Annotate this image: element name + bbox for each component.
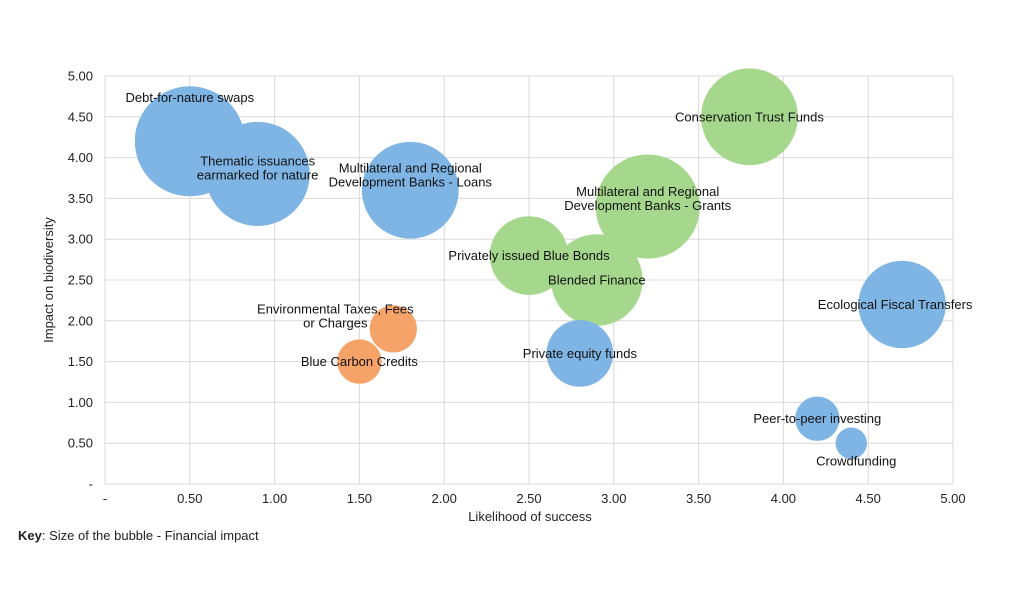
bubble-label: Environmental Taxes, Fees: [257, 301, 414, 316]
key-label: Key: [18, 528, 42, 543]
y-tick-label: 4.00: [68, 150, 93, 165]
x-tick-label: 0.50: [177, 491, 202, 506]
bubble-labels: Debt-for-nature swaps Thematic issuancese…: [125, 90, 972, 469]
y-tick-label: 0.50: [68, 436, 93, 451]
bubble-label: Thematic issuances: [200, 153, 315, 168]
y-tick-label: 1.50: [68, 354, 93, 369]
bubble-label: Development Banks - Loans: [329, 175, 493, 190]
bubble-environmental-taxes-fees-or-charges: [369, 305, 417, 353]
bubble-label: Blue Carbon Credits: [301, 354, 419, 369]
bubble-label: Crowdfunding: [816, 454, 896, 469]
y-tick-label: 2.00: [68, 313, 93, 328]
bubble-label: Development Banks - Grants: [564, 198, 731, 213]
y-tick-label: 3.00: [68, 232, 93, 247]
bubble-conservation-trust-funds: [701, 68, 798, 166]
bubble-label: earmarked for nature: [197, 167, 318, 182]
bubble-ecological-fiscal-transfers: [858, 260, 946, 349]
y-axis-title: Impact on biodiversity: [41, 217, 56, 343]
y-tick-label: 1.00: [68, 395, 93, 410]
x-tick-label: 2.50: [516, 491, 541, 506]
bubble-crowdfunding: [835, 427, 867, 459]
y-tick-label: -: [89, 477, 93, 492]
y-tick-label: 5.00: [68, 69, 93, 84]
bubble-peer-to-peer-investing: [795, 396, 840, 441]
x-axis-title: Likelihood of success: [468, 509, 592, 524]
bubble-label: Debt-for-nature swaps: [125, 90, 254, 105]
x-tick-label: 3.00: [601, 491, 626, 506]
y-tick-label: 2.50: [68, 273, 93, 288]
bubbles: [134, 68, 946, 459]
bubble-label: Privately issued Blue Bonds: [448, 248, 610, 263]
bubble-label: Peer-to-peer investing: [753, 411, 881, 426]
x-tick-label: 5.00: [940, 491, 965, 506]
bubble-thematic-issuances-earmarked-for-nature: [205, 121, 310, 227]
legend-key: Key: Size of the bubble - Financial impa…: [18, 528, 259, 543]
x-tick-label: 4.50: [856, 491, 881, 506]
x-tick-label: 3.50: [686, 491, 711, 506]
x-tick-label: 1.00: [262, 491, 287, 506]
x-tick-label: 2.00: [432, 491, 457, 506]
x-tick-label: 1.50: [347, 491, 372, 506]
y-axis-ticks: - 0.50 1.00 1.50 2.00 2.50 3.00 3.50 4.00 4.50 5.0…: [68, 69, 93, 492]
bubble-multilateral-and-regional-development-banks-grants: [595, 154, 700, 259]
bubble-label: Multilateral and Regional: [339, 161, 482, 176]
bubble-label: Private equity funds: [523, 346, 638, 361]
bubble-blue-carbon-credits: [337, 339, 382, 384]
bubble-label: Blended Finance: [548, 273, 646, 288]
key-text: : Size of the bubble - Financial impact: [41, 528, 259, 543]
bubble-label: or Charges: [303, 315, 368, 330]
x-tick-label: -: [103, 491, 107, 506]
x-tick-label: 4.00: [771, 491, 796, 506]
bubble-private-equity-funds: [546, 320, 614, 387]
bubble-blended-finance: [551, 234, 643, 326]
bubble-label: Multilateral and Regional: [576, 184, 719, 199]
bubble-privately-issued-blue-bonds: [489, 216, 569, 295]
bubble-label: Ecological Fiscal Transfers: [818, 297, 973, 312]
y-tick-label: 3.50: [68, 191, 93, 206]
x-axis-ticks: - 0.50 1.00 1.50 2.00 2.50 3.00 3.50 4.00 4.50 5.0…: [103, 491, 966, 506]
bubble-multilateral-and-regional-development-banks-loans: [361, 141, 459, 239]
y-tick-label: 4.50: [68, 109, 93, 124]
bubble-label: Conservation Trust Funds: [675, 109, 824, 124]
